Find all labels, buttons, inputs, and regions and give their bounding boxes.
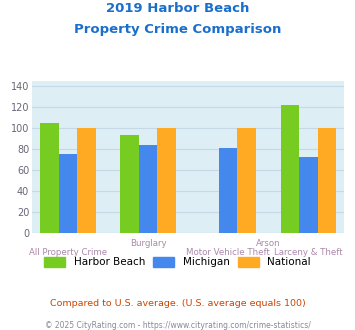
Bar — [77, 128, 95, 233]
Text: 2019 Harbor Beach: 2019 Harbor Beach — [106, 2, 249, 15]
Bar — [219, 148, 237, 233]
Text: Property Crime Comparison: Property Crime Comparison — [74, 23, 281, 36]
Text: Larceny & Theft: Larceny & Theft — [274, 248, 343, 257]
Text: © 2025 CityRating.com - https://www.cityrating.com/crime-statistics/: © 2025 CityRating.com - https://www.city… — [45, 321, 310, 330]
Legend: Harbor Beach, Michigan, National: Harbor Beach, Michigan, National — [44, 256, 311, 267]
Bar — [59, 154, 77, 233]
Text: Arson: Arson — [256, 239, 280, 248]
Bar — [40, 123, 59, 233]
Bar — [139, 145, 157, 233]
Text: All Property Crime: All Property Crime — [29, 248, 107, 257]
Bar — [317, 128, 336, 233]
Bar — [120, 135, 139, 233]
Bar — [237, 128, 256, 233]
Bar — [299, 157, 317, 233]
Text: Motor Vehicle Theft: Motor Vehicle Theft — [186, 248, 270, 257]
Bar — [281, 105, 299, 233]
Bar — [157, 128, 176, 233]
Text: Burglary: Burglary — [130, 239, 166, 248]
Text: Compared to U.S. average. (U.S. average equals 100): Compared to U.S. average. (U.S. average … — [50, 299, 305, 308]
